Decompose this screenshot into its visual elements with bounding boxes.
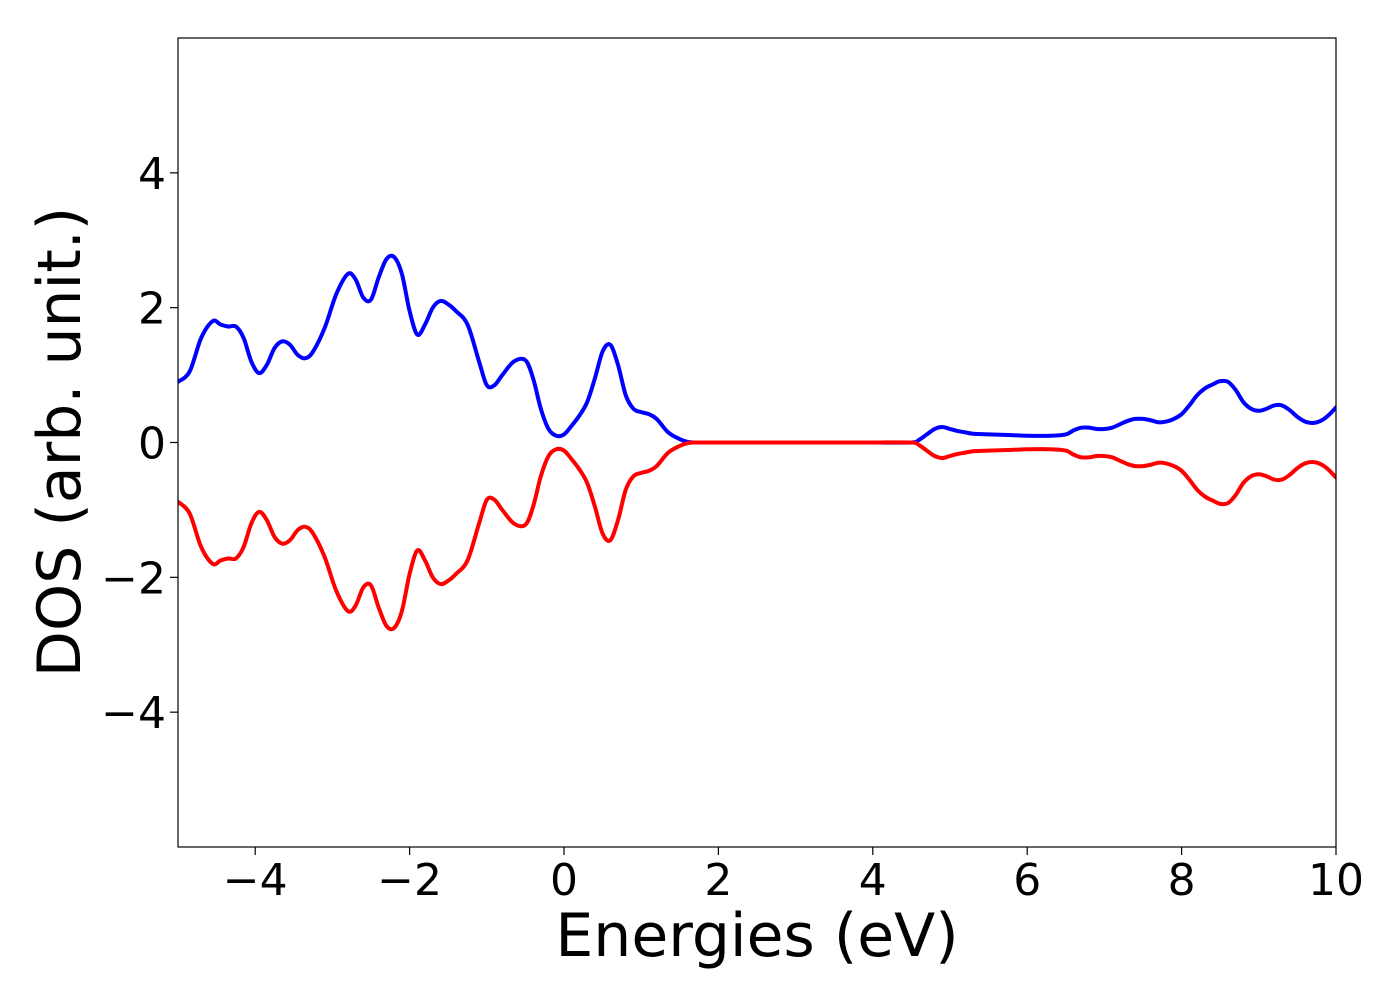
y-tick-label: 2	[138, 284, 166, 335]
y-tick-label: −2	[101, 553, 166, 604]
dos-line-red	[178, 440, 1336, 632]
x-tick-label: −4	[223, 855, 288, 906]
x-axis-label: Energies (eV)	[555, 901, 958, 971]
y-axis-label: DOS (arb. unit.)	[25, 207, 95, 677]
series-layer	[178, 253, 1336, 632]
x-tick-label: 10	[1308, 855, 1364, 906]
x-tick-label: 8	[1168, 855, 1196, 906]
x-tick-label: 0	[550, 855, 578, 906]
dos-line-blue	[178, 253, 1336, 445]
x-tick-label: 2	[704, 855, 732, 906]
y-tick-label: −4	[101, 688, 166, 739]
y-tick-label: 0	[138, 419, 166, 470]
ticks-layer: −4 −2 0 2 4 6 8 10 −4 −2 0 2 4	[101, 149, 1364, 906]
plot-frame	[177, 37, 1337, 848]
x-tick-label: −2	[377, 855, 442, 906]
x-tick-label: 4	[859, 855, 887, 906]
y-tick-label: 4	[138, 149, 166, 200]
x-tick-label: 6	[1013, 855, 1041, 906]
